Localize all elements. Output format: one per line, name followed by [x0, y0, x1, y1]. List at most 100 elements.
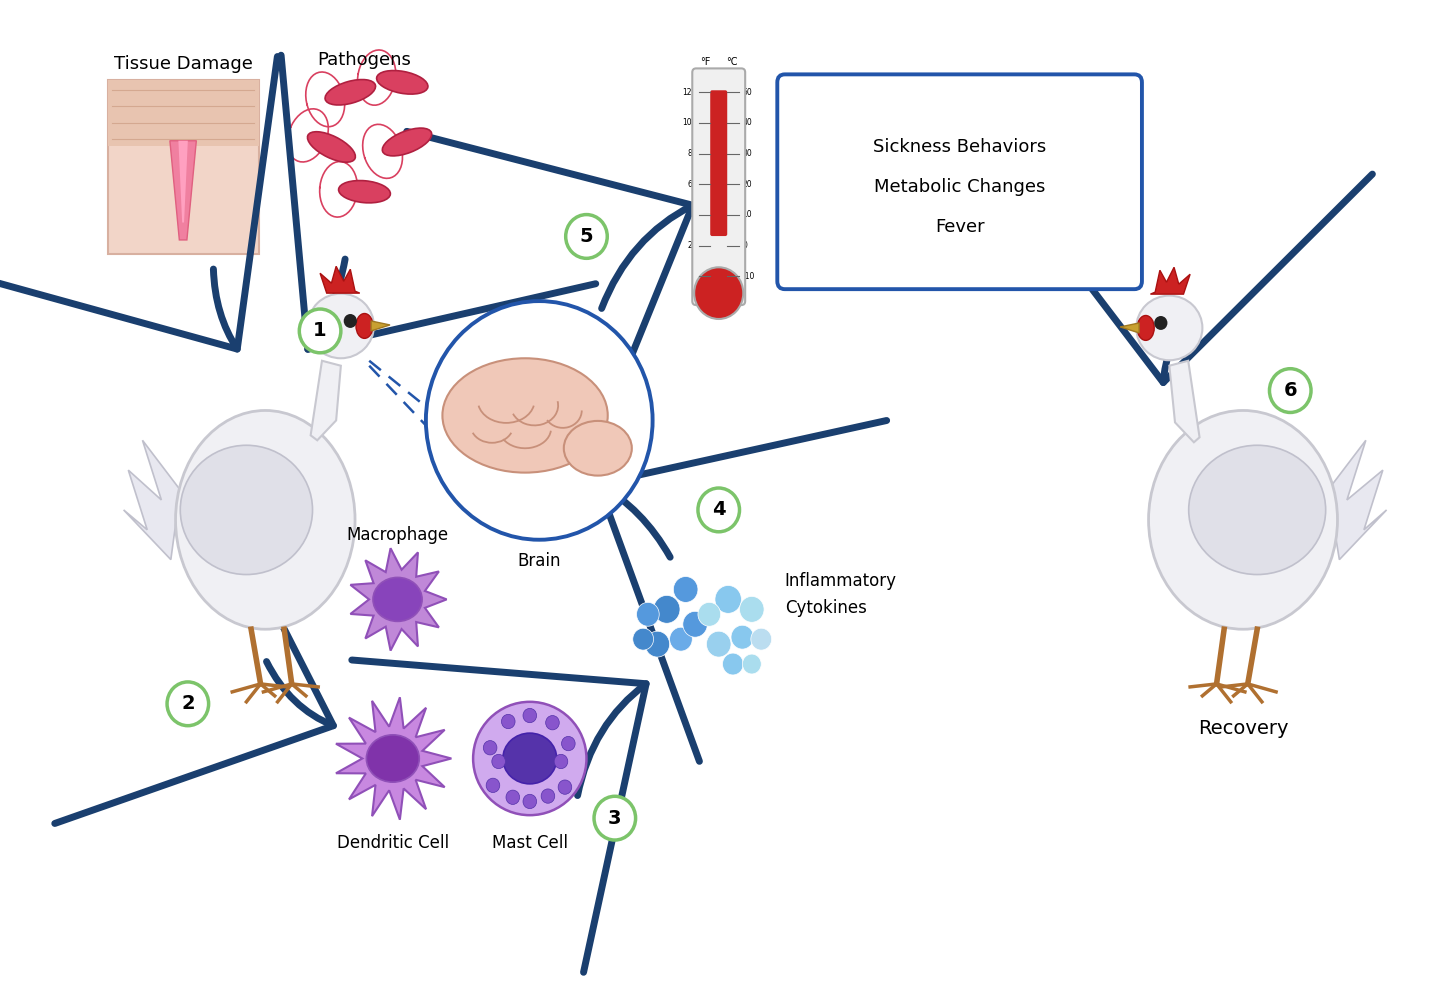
FancyBboxPatch shape	[778, 74, 1143, 289]
Ellipse shape	[366, 735, 419, 782]
Circle shape	[541, 789, 555, 804]
Ellipse shape	[307, 132, 356, 162]
Ellipse shape	[503, 734, 556, 784]
Polygon shape	[336, 697, 452, 819]
Circle shape	[483, 740, 496, 755]
Text: 2: 2	[182, 694, 194, 713]
Circle shape	[343, 314, 358, 328]
Ellipse shape	[339, 180, 390, 203]
Text: Pathogens: Pathogens	[317, 51, 412, 69]
Ellipse shape	[325, 80, 376, 105]
Circle shape	[555, 754, 568, 769]
Text: 50: 50	[742, 88, 752, 97]
Text: 6: 6	[1284, 381, 1297, 400]
Circle shape	[299, 309, 340, 353]
Text: Mast Cell: Mast Cell	[492, 834, 568, 852]
Ellipse shape	[376, 71, 428, 94]
Text: Inflammatory
Cytokines: Inflammatory Cytokines	[785, 572, 897, 616]
Polygon shape	[179, 141, 187, 223]
Circle shape	[506, 790, 519, 805]
Circle shape	[562, 737, 575, 750]
Circle shape	[731, 625, 754, 649]
Text: °C: °C	[726, 57, 738, 67]
FancyBboxPatch shape	[107, 80, 259, 146]
Polygon shape	[123, 441, 180, 560]
Circle shape	[739, 597, 764, 622]
Circle shape	[694, 267, 744, 319]
Circle shape	[669, 627, 692, 651]
Text: 0: 0	[742, 241, 748, 250]
Circle shape	[523, 795, 536, 809]
Polygon shape	[372, 321, 390, 331]
Polygon shape	[1328, 441, 1387, 560]
Ellipse shape	[1137, 316, 1154, 340]
Text: 40: 40	[742, 118, 752, 127]
Ellipse shape	[382, 128, 432, 156]
Text: 4: 4	[712, 501, 725, 520]
Circle shape	[706, 631, 731, 657]
Text: Macrophage: Macrophage	[346, 526, 449, 543]
Text: 100: 100	[682, 118, 696, 127]
Circle shape	[751, 628, 772, 650]
Circle shape	[645, 631, 669, 657]
FancyBboxPatch shape	[107, 80, 259, 253]
Text: 20: 20	[688, 241, 696, 250]
Polygon shape	[310, 361, 340, 441]
Ellipse shape	[1148, 410, 1337, 629]
Text: Sickness Behaviors: Sickness Behaviors	[872, 138, 1047, 156]
Circle shape	[546, 716, 559, 730]
Circle shape	[698, 488, 739, 531]
Circle shape	[502, 714, 515, 729]
Text: Tissue Damage: Tissue Damage	[113, 55, 253, 73]
Polygon shape	[320, 266, 360, 293]
Circle shape	[1270, 369, 1311, 412]
Text: 20: 20	[742, 179, 752, 188]
Polygon shape	[1120, 323, 1140, 333]
Ellipse shape	[563, 421, 632, 475]
Circle shape	[167, 682, 209, 726]
Text: 10: 10	[742, 210, 752, 220]
Text: Brain: Brain	[518, 552, 561, 570]
Text: °F: °F	[701, 57, 711, 67]
Text: 3: 3	[608, 809, 622, 827]
Ellipse shape	[1137, 296, 1203, 360]
Text: Dendritic Cell: Dendritic Cell	[336, 834, 449, 852]
Text: Metabolic Changes: Metabolic Changes	[874, 177, 1045, 196]
Text: 30: 30	[742, 149, 752, 158]
Ellipse shape	[442, 358, 608, 472]
Ellipse shape	[473, 702, 586, 815]
Text: 1: 1	[313, 321, 327, 340]
Circle shape	[654, 596, 681, 623]
Ellipse shape	[1188, 446, 1326, 575]
Circle shape	[593, 797, 635, 840]
Text: Fever: Fever	[935, 218, 984, 236]
Circle shape	[426, 301, 652, 539]
Circle shape	[722, 653, 744, 675]
Circle shape	[674, 577, 698, 602]
Text: 120: 120	[682, 88, 696, 97]
Circle shape	[636, 602, 659, 626]
Circle shape	[558, 780, 572, 795]
Circle shape	[1154, 316, 1167, 330]
Ellipse shape	[180, 446, 313, 575]
FancyBboxPatch shape	[711, 91, 728, 236]
Text: 40: 40	[688, 210, 696, 220]
Text: 0: 0	[692, 272, 696, 281]
Polygon shape	[170, 141, 196, 240]
Ellipse shape	[176, 410, 355, 629]
Ellipse shape	[307, 294, 373, 358]
Circle shape	[715, 586, 741, 613]
Circle shape	[566, 215, 608, 258]
FancyBboxPatch shape	[692, 68, 745, 305]
Text: -10: -10	[742, 272, 755, 281]
Text: 60: 60	[688, 179, 696, 188]
Circle shape	[632, 628, 654, 650]
Circle shape	[523, 708, 536, 723]
Text: 80: 80	[688, 149, 696, 158]
Circle shape	[742, 654, 761, 674]
Circle shape	[486, 778, 499, 793]
Circle shape	[492, 754, 505, 769]
Ellipse shape	[373, 578, 422, 621]
Text: Recovery: Recovery	[1198, 719, 1288, 739]
Polygon shape	[1170, 361, 1200, 443]
